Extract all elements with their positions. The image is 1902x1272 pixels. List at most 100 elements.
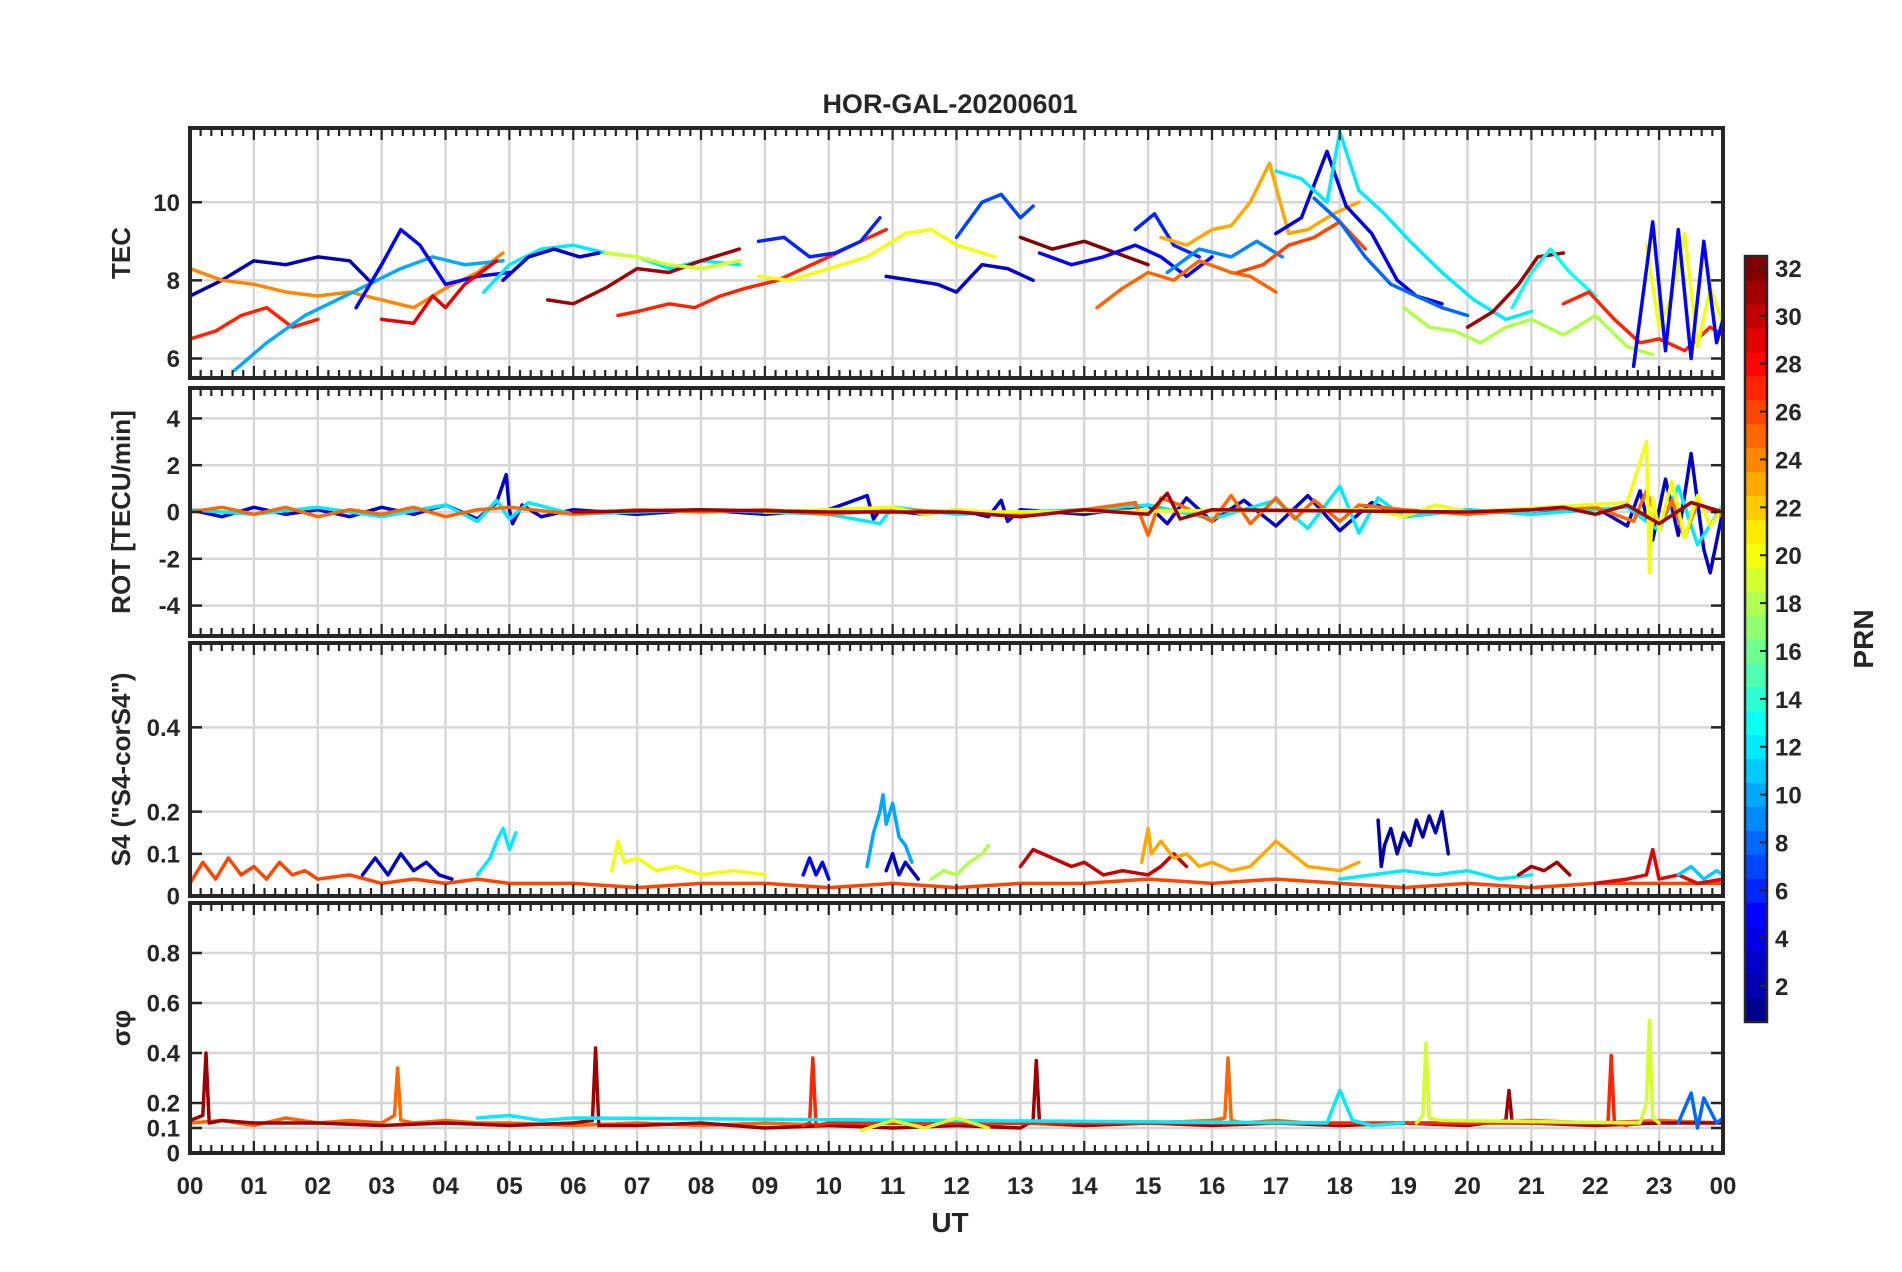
series-line-prn-7 [954, 192, 1035, 240]
x-tick-label: 03 [368, 1173, 395, 1200]
series-line-prn-31 [545, 247, 742, 306]
y-tick-label: 0.1 [147, 841, 180, 868]
colorbar-swatch [1745, 471, 1767, 496]
figure-title: HOR-GAL-20200601 [822, 89, 1077, 119]
x-tick-labels: 00 01 02 03 04 05 06 07 08 09 10 11 12 13 14 15 16 17 18 19… [177, 1173, 1737, 1200]
series-line-prn-5 [1631, 220, 1723, 369]
colorbar-swatch [1745, 926, 1767, 951]
x-tick-label: 15 [1135, 1173, 1162, 1200]
colorbar-tick-label: 4 [1775, 926, 1789, 953]
series-line-prn-20 [756, 227, 997, 283]
colorbar-swatch [1745, 686, 1767, 712]
y-tick-label: 0.2 [147, 1091, 180, 1118]
series-line-prn-18 [929, 843, 991, 881]
x-tick-label: 17 [1263, 1173, 1290, 1200]
y-tick-label: 0.1 [147, 1116, 180, 1143]
colorbar-frame [1743, 254, 1769, 1024]
colorbar-swatch [1745, 256, 1767, 281]
series-line-prn-3 [884, 262, 1035, 294]
series-line-prn-8 [1312, 196, 1470, 318]
colorbar-swatch [1745, 327, 1767, 353]
x-tick-label: 09 [752, 1173, 779, 1200]
series-line-prn-32 [1018, 235, 1150, 267]
series-line-prn-5 [1037, 243, 1214, 279]
colorbar-swatch [1745, 567, 1767, 592]
series-group [190, 130, 1723, 372]
colorbar-tick-label: 22 [1775, 495, 1802, 522]
y-axis-label: ROT [TECU/min] [106, 410, 136, 614]
colorbar-tick-label: 12 [1775, 735, 1802, 762]
series-line-prn-9 [1165, 239, 1285, 275]
series-line-prn-10 [865, 793, 914, 869]
colorbar-tick-label: 10 [1775, 783, 1802, 810]
series-group [190, 440, 1723, 575]
y-axis-label: S4 ("S4-corS4") [106, 673, 136, 867]
colorbar-swatch [1745, 447, 1767, 473]
panel-rot: -4 -2 0 2 4 ROT [TECU/min] [106, 386, 1725, 638]
series-line-prn-2 [1376, 809, 1451, 869]
colorbar-swatch [1745, 902, 1767, 927]
x-tick-label: 13 [1007, 1173, 1034, 1200]
panel-tec: 6 8 10 TEC [106, 126, 1725, 380]
y-tick-label: 6 [167, 346, 180, 373]
y-tick-label: 0.6 [147, 991, 180, 1018]
x-axis-label: UT [931, 1207, 968, 1238]
series-line-prn-12 [1338, 868, 1534, 881]
colorbar-swatch [1745, 279, 1767, 305]
x-tick-label: 10 [815, 1173, 842, 1200]
colorbar-swatch [1745, 854, 1767, 879]
colorbar-tick-label: 14 [1775, 687, 1802, 714]
series-line-prn-27 [190, 305, 320, 341]
x-tick-label: 23 [1646, 1173, 1673, 1200]
y-tick-label: 0 [167, 884, 180, 911]
series-line-prn-25 [1095, 259, 1278, 310]
y-tick-label: 0.2 [147, 799, 180, 826]
series-line-prn-20 [609, 839, 767, 877]
series-line-prn-30 [1018, 847, 1189, 877]
colorbar-tick-label: 8 [1775, 830, 1788, 857]
y-axis-label: σφ [106, 1010, 136, 1046]
series-line-prn-6 [756, 216, 882, 259]
colorbar-swatch [1745, 878, 1767, 903]
x-tick-label: 19 [1390, 1173, 1417, 1200]
x-tick-label: 08 [688, 1173, 715, 1200]
series-line-prn-27 [1561, 290, 1723, 353]
series-line-prn-18 [1401, 305, 1655, 357]
x-tick-label: 06 [560, 1173, 587, 1200]
series-line-prn-23 [1139, 826, 1361, 873]
y-tick-label: 0.4 [147, 715, 181, 742]
colorbar-swatch [1745, 399, 1767, 425]
y-tick-label: 4 [167, 406, 181, 433]
series-line-prn-6 [1133, 212, 1201, 259]
series-line-prn-12 [475, 826, 518, 877]
panel-sigma_phi: 00.10.2 0.4 0.6 0.8 σφ [106, 901, 1725, 1168]
x-tick-label: 14 [1071, 1173, 1098, 1200]
colorbar-tick-label: 18 [1775, 591, 1802, 618]
colorbar-swatch [1745, 950, 1767, 975]
x-tick-label: 21 [1518, 1173, 1545, 1200]
y-tick-label: 0.8 [147, 941, 180, 968]
series-line-prn-31 [571, 491, 1723, 526]
colorbar-tick-label: 16 [1775, 639, 1802, 666]
colorbar-swatch [1745, 998, 1767, 1023]
series-line-prn-5 [801, 856, 831, 881]
colorbar-swatch [1745, 830, 1767, 856]
series-line-prn-31 [1516, 860, 1572, 877]
x-tick-label: 00 [1710, 1173, 1737, 1200]
colorbar-swatch [1745, 758, 1767, 784]
y-tick-label: 0 [167, 500, 180, 527]
colorbar-tick-label: 28 [1775, 352, 1802, 379]
colorbar-tick-label: 24 [1775, 447, 1802, 474]
x-tick-label: 01 [241, 1173, 268, 1200]
colorbar-swatch [1745, 495, 1767, 520]
x-tick-label: 00 [177, 1173, 204, 1200]
colorbar-swatch [1745, 543, 1767, 568]
y-axis-label: TEC [106, 227, 136, 279]
series-line-prn-8 [1676, 1091, 1723, 1130]
colorbar-swatch [1745, 303, 1767, 329]
colorbar-swatch [1745, 662, 1767, 688]
colorbar-swatch [1745, 519, 1767, 544]
colorbar-tick-label: 32 [1775, 256, 1802, 283]
series-group [190, 1018, 1723, 1133]
